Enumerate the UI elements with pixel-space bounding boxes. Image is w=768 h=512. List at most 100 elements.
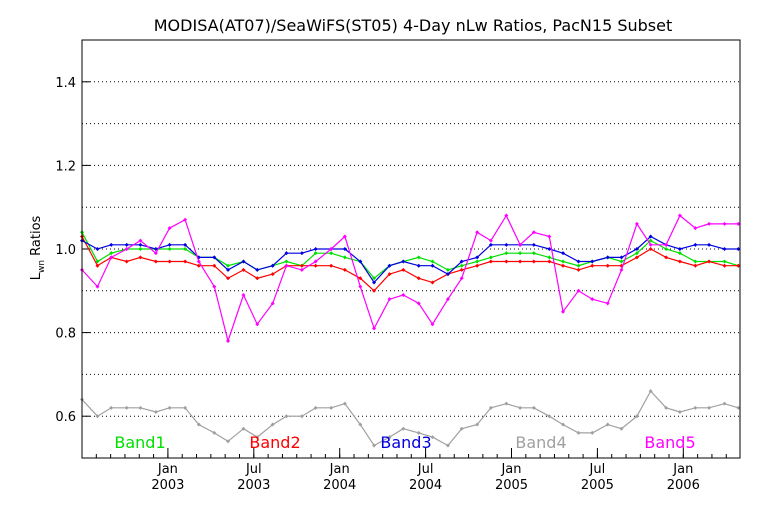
series-band5	[80, 213, 741, 344]
data-point	[707, 221, 712, 226]
data-point	[212, 430, 217, 435]
data-point	[226, 276, 231, 281]
x-tick-year: 2006	[667, 478, 700, 493]
data-point	[387, 435, 392, 440]
x-tick-month: Jan	[500, 462, 521, 477]
data-point	[167, 259, 172, 264]
data-point	[416, 263, 421, 268]
data-point	[95, 284, 100, 289]
data-point	[693, 259, 698, 264]
data-point	[387, 263, 392, 268]
data-point	[590, 259, 595, 264]
legend-item-band4: Band4	[515, 433, 566, 452]
data-point	[255, 435, 260, 440]
data-point	[736, 263, 741, 268]
series-band3	[80, 234, 741, 285]
data-point	[634, 247, 639, 251]
y-tick-label: 1.0	[55, 243, 76, 258]
data-point	[488, 238, 493, 243]
x-tick-year: 2004	[409, 478, 442, 493]
data-point	[372, 443, 377, 448]
data-point	[416, 255, 421, 260]
data-point	[430, 322, 435, 327]
legend-item-band2: Band2	[249, 433, 300, 452]
data-point	[95, 247, 100, 251]
data-point	[459, 267, 464, 272]
data-point	[504, 259, 509, 264]
data-point	[547, 414, 552, 419]
x-tick-month: Jan	[672, 462, 693, 477]
data-point	[531, 405, 536, 410]
y-tick-label: 0.6	[55, 410, 76, 425]
data-point	[153, 247, 158, 251]
data-point	[475, 255, 480, 260]
x-tick-year: 2003	[151, 478, 184, 493]
data-point	[648, 234, 653, 239]
data-point	[299, 414, 304, 419]
data-point	[372, 280, 377, 285]
data-point	[313, 259, 318, 264]
data-point	[619, 259, 624, 264]
data-point	[255, 267, 260, 272]
data-point	[255, 276, 260, 281]
data-point	[576, 267, 581, 272]
x-tick-year: 2005	[581, 478, 614, 493]
data-point	[430, 259, 435, 264]
x-tick-year: 2005	[495, 478, 528, 493]
data-point	[241, 292, 246, 297]
data-point	[138, 242, 143, 247]
data-point	[167, 226, 172, 231]
y-axis-label: Lwn Ratios	[29, 215, 47, 280]
data-point	[153, 410, 158, 415]
data-point	[284, 259, 289, 264]
data-point	[183, 247, 188, 251]
data-point	[736, 221, 741, 226]
series-line	[81, 236, 739, 292]
data-point	[167, 405, 172, 410]
data-point	[693, 226, 698, 231]
data-point	[372, 326, 377, 331]
data-point	[634, 414, 639, 419]
data-point	[430, 263, 435, 268]
data-point	[270, 263, 275, 268]
data-point	[693, 405, 698, 410]
data-point	[183, 259, 188, 264]
data-point	[95, 414, 100, 419]
data-point	[707, 259, 712, 264]
data-point	[416, 276, 421, 281]
data-point	[531, 259, 536, 264]
data-point	[124, 405, 129, 410]
data-point	[167, 242, 172, 247]
data-point	[547, 255, 552, 260]
data-point	[619, 426, 624, 431]
data-point	[401, 259, 406, 264]
data-point	[475, 230, 480, 235]
y-axis-label-rest: Ratios	[29, 215, 44, 260]
data-point	[183, 405, 188, 410]
series-line	[81, 390, 739, 447]
data-point	[299, 251, 304, 256]
data-point	[605, 255, 610, 260]
data-point	[401, 267, 406, 272]
data-point	[313, 405, 318, 410]
data-point	[313, 247, 318, 251]
legend-item-band1: Band1	[114, 433, 165, 452]
data-point	[416, 301, 421, 306]
data-point	[547, 259, 552, 264]
data-point	[475, 259, 480, 264]
data-point	[619, 255, 624, 260]
data-point	[576, 288, 581, 293]
data-point	[124, 242, 129, 247]
data-point	[313, 263, 318, 268]
data-point	[722, 259, 727, 264]
data-point	[342, 234, 347, 239]
data-point	[196, 422, 201, 427]
data-point	[531, 242, 536, 247]
data-point	[736, 247, 741, 251]
data-point	[445, 267, 450, 272]
y-tick-label: 1.4	[55, 76, 76, 91]
data-point	[138, 238, 143, 243]
data-point	[722, 401, 727, 406]
data-point	[358, 284, 363, 289]
data-point	[547, 247, 552, 251]
